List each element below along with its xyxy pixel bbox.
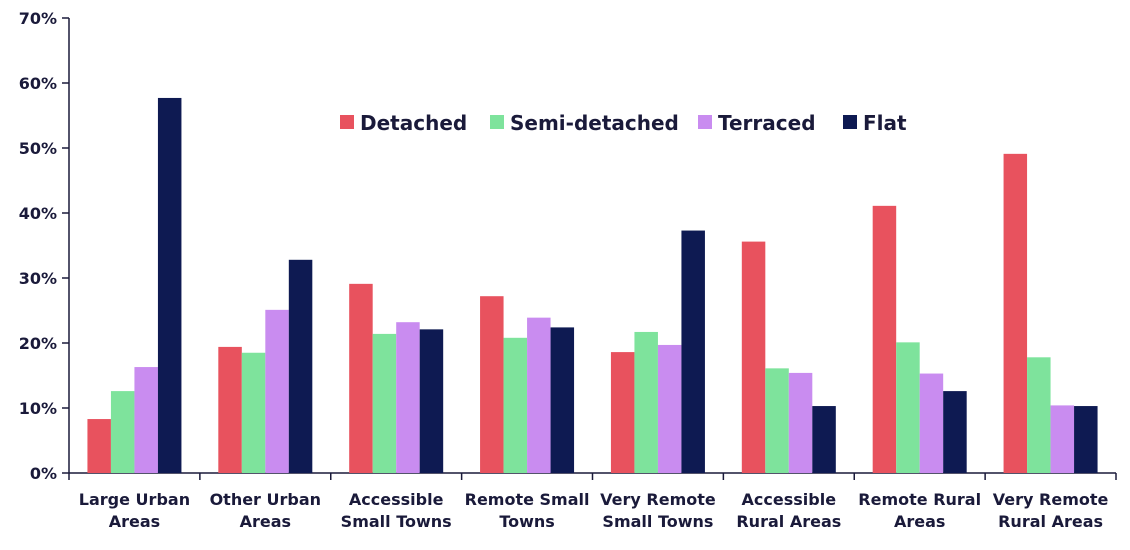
x-category-label-line: Large Urban <box>79 490 190 509</box>
bar-terraced <box>1050 405 1075 473</box>
bar-detached <box>87 419 111 473</box>
x-category-label: Remote Small Towns <box>465 490 590 531</box>
y-tick-label: 50% <box>19 139 57 158</box>
x-category-label-line: Remote Small <box>465 490 590 509</box>
bar-flat <box>812 406 836 473</box>
x-category-label-line: Accessible <box>742 490 837 509</box>
y-tick-label: 40% <box>19 204 57 223</box>
bar-terraced <box>788 372 813 473</box>
bars <box>87 97 1098 473</box>
bar-detached <box>872 205 897 473</box>
x-category-label-line: Small Towns <box>341 512 452 531</box>
bar-terraced <box>527 317 551 473</box>
legend-label: Semi-detached <box>510 111 679 135</box>
x-category-label-line: Other Urban <box>210 490 321 509</box>
y-axis: 0% 10% 20% 30% 40% 50% 60% 70% <box>19 9 70 483</box>
bar-flat <box>1074 406 1098 473</box>
x-category-label-line: Accessible <box>349 490 444 509</box>
x-category-label: Very Remote Rural Areas <box>993 490 1109 531</box>
bar-flat <box>288 259 313 473</box>
x-category-label: Accessible Small Towns <box>341 490 452 531</box>
bar-detached <box>610 352 635 473</box>
bar-flat <box>157 97 182 473</box>
x-category-label-line: Areas <box>240 512 291 531</box>
x-category-label-line: Remote Rural <box>858 490 981 509</box>
x-category-label: Very Remote Small Towns <box>600 490 716 531</box>
legend-swatch <box>843 115 857 129</box>
bar-flat <box>943 391 967 473</box>
bar-detached <box>1003 153 1028 473</box>
bar-flat <box>550 327 575 473</box>
y-tick-label: 60% <box>19 74 57 93</box>
bar-semi-detached <box>634 331 658 473</box>
bar-detached <box>349 283 373 473</box>
legend-swatch <box>340 115 354 129</box>
bar-detached <box>741 241 766 473</box>
bar-detached <box>480 296 504 473</box>
bar-semi-detached <box>372 333 397 473</box>
bar-detached <box>218 346 242 473</box>
bar-flat <box>419 329 444 473</box>
x-axis: Large Urban Areas Other Urban Areas Accessib… <box>68 472 1117 531</box>
legend-label: Detached <box>360 111 467 135</box>
bar-semi-detached <box>896 342 920 473</box>
x-category-label-line: Rural Areas <box>998 512 1103 531</box>
x-category-label-line: Very Remote <box>600 490 716 509</box>
x-category-label: Large Urban Areas <box>79 490 190 531</box>
legend: Detached Semi-detached Terraced Flat <box>340 111 907 135</box>
bar-semi-detached <box>110 391 135 473</box>
bar-terraced <box>396 322 420 473</box>
y-tick-label: 0% <box>30 464 57 483</box>
legend-swatch <box>698 115 712 129</box>
bar-semi-detached <box>241 352 266 473</box>
x-category-label-line: Rural Areas <box>736 512 841 531</box>
x-category-label-line: Towns <box>499 512 554 531</box>
bar-flat <box>681 230 705 473</box>
x-category-label-line: Very Remote <box>993 490 1109 509</box>
y-tick-label: 70% <box>19 9 57 28</box>
legend-label: Terraced <box>718 111 816 135</box>
bar-semi-detached <box>765 368 789 473</box>
x-category-label: Other Urban Areas <box>210 490 321 531</box>
x-category-label-line: Areas <box>894 512 945 531</box>
bar-semi-detached <box>503 337 528 473</box>
bar-terraced <box>657 344 682 473</box>
legend-label: Flat <box>863 111 907 135</box>
y-tick-label: 30% <box>19 269 57 288</box>
x-category-label-line: Areas <box>109 512 160 531</box>
x-category-label: Remote Rural Areas <box>858 490 981 531</box>
bar-terraced <box>265 309 289 473</box>
x-category-label: Accessible Rural Areas <box>736 490 841 531</box>
bar-terraced <box>919 373 944 473</box>
bar-terraced <box>134 367 158 473</box>
y-tick-label: 10% <box>19 399 57 418</box>
y-tick-label: 20% <box>19 334 57 353</box>
x-category-label-line: Small Towns <box>602 512 713 531</box>
bar-semi-detached <box>1027 357 1051 473</box>
legend-swatch <box>490 115 504 129</box>
